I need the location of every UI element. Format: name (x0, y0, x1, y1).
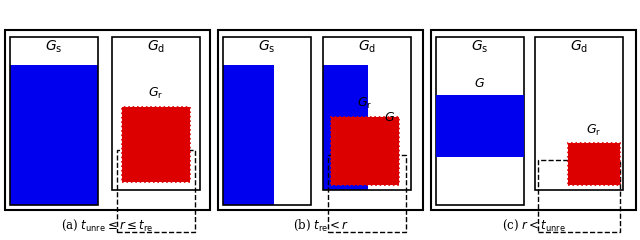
Text: $G_{\mathrm{d}}$: $G_{\mathrm{d}}$ (358, 39, 376, 55)
Text: $G$: $G$ (474, 77, 486, 90)
Bar (5, 30, 210, 210)
Bar (568, 143, 620, 185)
Text: $G_{\mathrm{s}}$: $G_{\mathrm{s}}$ (45, 39, 63, 55)
Bar (122, 107, 190, 182)
Bar (535, 37, 623, 190)
Bar (122, 107, 190, 182)
Bar (328, 155, 406, 232)
Text: (a) $t_{\mathrm{unre}} \leq r \leq t_{\mathrm{re}}$: (a) $t_{\mathrm{unre}} \leq r \leq t_{\m… (61, 217, 154, 233)
Text: $G_{\mathrm{s}}$: $G_{\mathrm{s}}$ (259, 39, 276, 55)
Bar (10, 37, 98, 205)
Bar (331, 117, 399, 185)
Text: $G_{\mathrm{r}}$: $G_{\mathrm{r}}$ (357, 96, 372, 111)
Bar (568, 143, 620, 185)
Bar (223, 65, 274, 205)
Bar (323, 37, 411, 190)
Bar (223, 37, 311, 205)
Bar (10, 65, 98, 205)
Text: $G_{\mathrm{d}}$: $G_{\mathrm{d}}$ (147, 39, 165, 55)
Bar (431, 30, 636, 210)
Bar (218, 30, 423, 210)
Bar (117, 150, 195, 232)
Text: $G_{\mathrm{r}}$: $G_{\mathrm{r}}$ (586, 123, 602, 138)
Bar (436, 95, 524, 157)
Text: $G_{\mathrm{r}}$: $G_{\mathrm{r}}$ (148, 86, 164, 101)
Text: (b) $t_{\mathrm{re}} < r$: (b) $t_{\mathrm{re}} < r$ (292, 217, 348, 233)
Text: $G_{\mathrm{s}}$: $G_{\mathrm{s}}$ (471, 39, 489, 55)
Bar (323, 65, 368, 190)
Text: $G$: $G$ (384, 111, 395, 124)
Bar (538, 160, 620, 232)
Bar (331, 117, 399, 185)
Bar (112, 37, 200, 190)
Text: $G_{\mathrm{d}}$: $G_{\mathrm{d}}$ (570, 39, 588, 55)
Bar (436, 37, 524, 205)
Text: (c) $r < t_{\mathrm{unre}}$: (c) $r < t_{\mathrm{unre}}$ (502, 217, 565, 233)
